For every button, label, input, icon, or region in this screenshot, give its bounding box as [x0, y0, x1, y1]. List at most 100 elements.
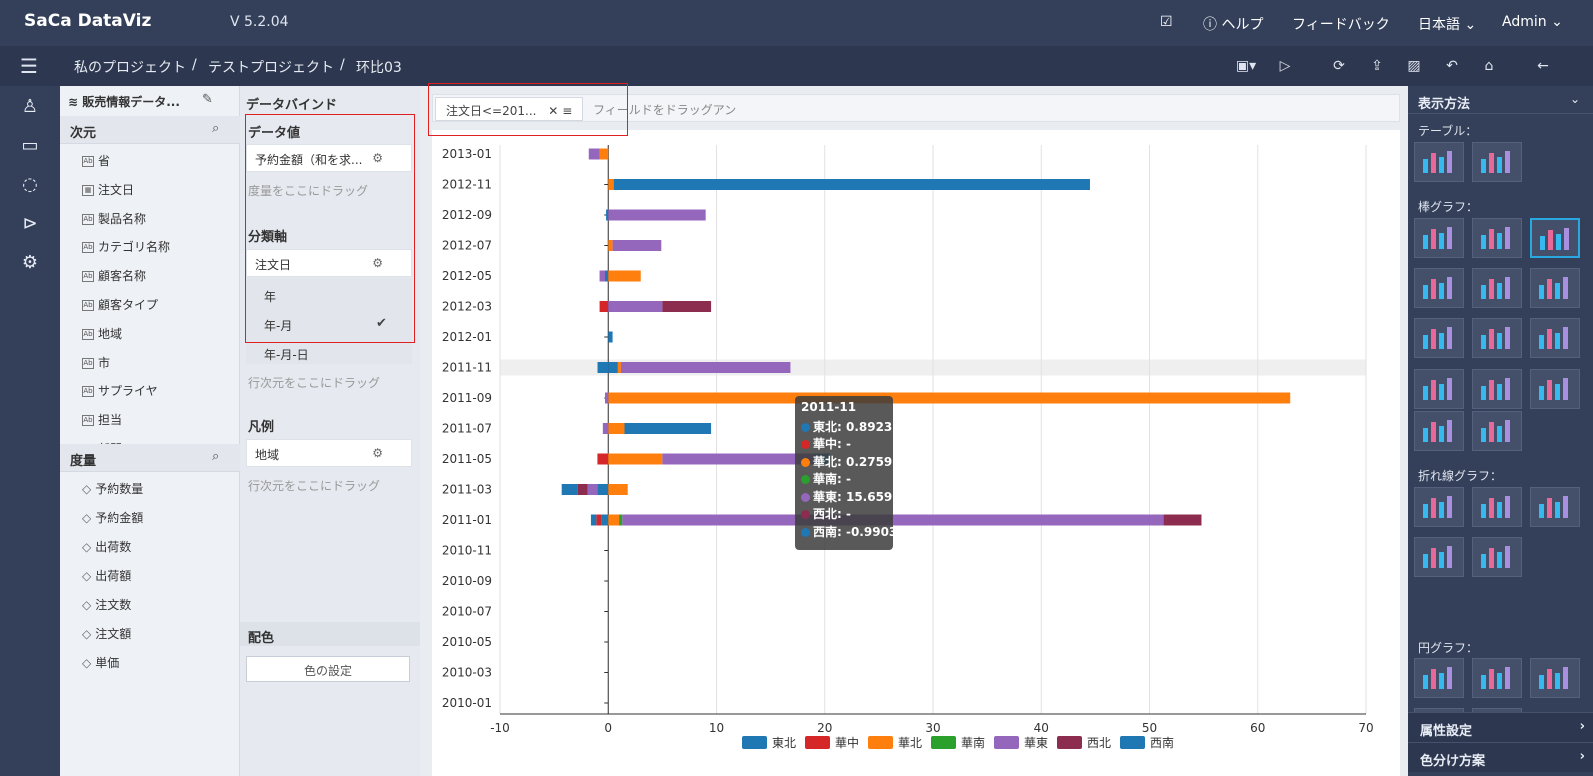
- bar-segment[interactable]: [662, 301, 712, 312]
- chevron-down-icon[interactable]: ⌄: [1570, 92, 1581, 106]
- bar-segment[interactable]: [608, 240, 613, 251]
- bar-segment[interactable]: [597, 453, 609, 465]
- legend-drop-zone[interactable]: 行次元をここにドラッグ: [248, 479, 381, 493]
- legend-swatch[interactable]: [1120, 736, 1145, 749]
- bar-segment[interactable]: [608, 484, 628, 495]
- bar-segment[interactable]: [597, 362, 609, 373]
- chart-type-thumbnail[interactable]: [1414, 142, 1464, 182]
- chart-type-thumbnail[interactable]: [1414, 268, 1464, 308]
- bar-segment[interactable]: [599, 148, 609, 160]
- chart-type-thumbnail[interactable]: [1472, 218, 1522, 258]
- feedback-link[interactable]: フィードバック: [1292, 17, 1390, 33]
- bar-segment[interactable]: [608, 179, 614, 190]
- bar-segment[interactable]: [612, 240, 662, 251]
- legend-swatch[interactable]: [1057, 736, 1082, 749]
- measure-field[interactable]: ◇ 予約数量: [82, 482, 144, 496]
- bar-segment[interactable]: [608, 514, 620, 526]
- dimension-field[interactable]: Ab 顧客タイプ: [82, 298, 159, 312]
- bar-segment[interactable]: [608, 301, 663, 312]
- chart-type-thumbnail[interactable]: [1472, 318, 1522, 358]
- chart-type-thumbnail[interactable]: [1472, 411, 1522, 451]
- chart-type-thumbnail[interactable]: [1414, 369, 1464, 409]
- bar-segment[interactable]: [608, 209, 706, 221]
- chart-type-thumbnail[interactable]: [1472, 268, 1522, 308]
- dataset-title[interactable]: ≋ 販売情報データ...: [68, 95, 180, 109]
- filter-chip[interactable]: 注文日<=201... ✕ ≡: [435, 97, 583, 121]
- bar-segment[interactable]: [613, 179, 1090, 190]
- bar-segment[interactable]: [599, 270, 606, 282]
- chart-type-thumbnail[interactable]: [1530, 658, 1580, 698]
- tag-icon[interactable]: ⌂: [1484, 58, 1494, 74]
- close-icon[interactable]: ✕: [548, 104, 559, 118]
- legend-label[interactable]: 華東: [1024, 736, 1048, 750]
- bar-segment[interactable]: [606, 209, 609, 221]
- chart-type-thumbnail[interactable]: [1472, 537, 1522, 577]
- axis-drop-zone[interactable]: 行次元をここにドラッグ: [248, 376, 381, 390]
- legend-swatch[interactable]: [931, 736, 956, 749]
- edit-icon[interactable]: ✎: [202, 92, 213, 107]
- bar-segment[interactable]: [608, 423, 625, 434]
- dimension-field[interactable]: Ab 市: [82, 355, 111, 370]
- bar-segment[interactable]: [608, 453, 663, 465]
- legend-label[interactable]: 華中: [835, 735, 859, 750]
- help-link[interactable]: ⓘ ヘルプ: [1203, 17, 1264, 33]
- measure-field[interactable]: ◇ 予約金額: [82, 511, 144, 525]
- chart-type-thumbnail[interactable]: [1414, 411, 1464, 451]
- filter-drop-tip[interactable]: フィールドをドラッグアン: [593, 103, 737, 117]
- dimension-field[interactable]: Ab カテゴリ名称: [82, 240, 171, 255]
- search-icon[interactable]: ⌕: [212, 449, 220, 464]
- legend-label[interactable]: 華南: [961, 735, 985, 750]
- chart-type-thumbnail[interactable]: [1530, 268, 1580, 308]
- bar-segment[interactable]: [624, 423, 712, 434]
- bar-segment[interactable]: [587, 484, 598, 495]
- value-drop-zone[interactable]: 度量をここにドラッグ: [248, 184, 369, 198]
- breadcrumb-test-project[interactable]: テストプロジェクト: [208, 60, 334, 76]
- dimension-field[interactable]: Ab サプライヤ: [82, 384, 158, 399]
- chart-type-thumbnail[interactable]: [1414, 487, 1464, 527]
- save-icon[interactable]: ▣▾: [1235, 58, 1257, 74]
- measure-field[interactable]: ◇ 出荷額: [82, 569, 132, 583]
- bar-segment[interactable]: [620, 362, 791, 373]
- menu-icon[interactable]: ☰: [20, 54, 38, 78]
- breadcrumb-my-projects[interactable]: 私のプロジェクト: [74, 60, 186, 76]
- bar-segment[interactable]: [605, 392, 609, 404]
- attr-settings-header[interactable]: 属性設定 ›: [1408, 712, 1593, 742]
- bar-segment[interactable]: [608, 331, 613, 343]
- play-circle-icon[interactable]: ⊳: [22, 212, 38, 234]
- dimension-field[interactable]: ▦ 注文日: [82, 181, 134, 198]
- user-menu[interactable]: Admin ⌄: [1502, 14, 1563, 30]
- bar-segment[interactable]: [590, 514, 597, 526]
- color-settings-button[interactable]: 色の設定: [246, 656, 410, 682]
- option-year[interactable]: 年: [264, 290, 277, 304]
- dimension-field[interactable]: Ab 省: [82, 154, 111, 168]
- dimension-field[interactable]: Ab 地域: [82, 326, 123, 341]
- gear-icon[interactable]: ⚙: [372, 151, 383, 165]
- chart-type-thumbnail[interactable]: [1472, 487, 1522, 527]
- undo-icon[interactable]: ↶: [1446, 58, 1458, 74]
- dimension-field[interactable]: Ab 顧客名称: [82, 269, 147, 284]
- notes-icon[interactable]: ☑: [1160, 14, 1173, 30]
- legend-swatch[interactable]: [868, 736, 893, 749]
- bar-segment[interactable]: [662, 453, 814, 465]
- legend-swatch[interactable]: [742, 736, 767, 749]
- monitor-icon[interactable]: ▭: [21, 134, 39, 156]
- legend-label[interactable]: 西南: [1150, 735, 1174, 750]
- measure-field[interactable]: ◇ 注文額: [82, 627, 132, 641]
- cycle-icon[interactable]: ◌: [22, 173, 38, 195]
- chart-type-thumbnail[interactable]: [1472, 142, 1522, 182]
- measure-field[interactable]: ◇ 単価: [82, 656, 120, 670]
- chart-type-thumbnail[interactable]: [1414, 658, 1464, 698]
- value-field-pill[interactable]: 予約金額（和を求... ⚙: [246, 144, 412, 172]
- bar-segment[interactable]: [561, 484, 578, 495]
- measure-field[interactable]: ◇ 注文数: [82, 598, 132, 612]
- bar-segment[interactable]: [601, 514, 609, 526]
- chart-type-thumbnail[interactable]: [1530, 487, 1580, 527]
- refresh-icon[interactable]: ⟳: [1333, 58, 1345, 74]
- bar-segment[interactable]: [597, 484, 609, 495]
- gear-icon[interactable]: ⚙: [372, 256, 383, 270]
- bar-segment[interactable]: [577, 484, 588, 495]
- back-arrow-icon[interactable]: ←: [1537, 58, 1549, 74]
- chart-type-thumbnail[interactable]: [1530, 318, 1580, 358]
- legend-field-pill[interactable]: 地域 ⚙: [246, 439, 412, 467]
- bar-segment[interactable]: [605, 270, 609, 282]
